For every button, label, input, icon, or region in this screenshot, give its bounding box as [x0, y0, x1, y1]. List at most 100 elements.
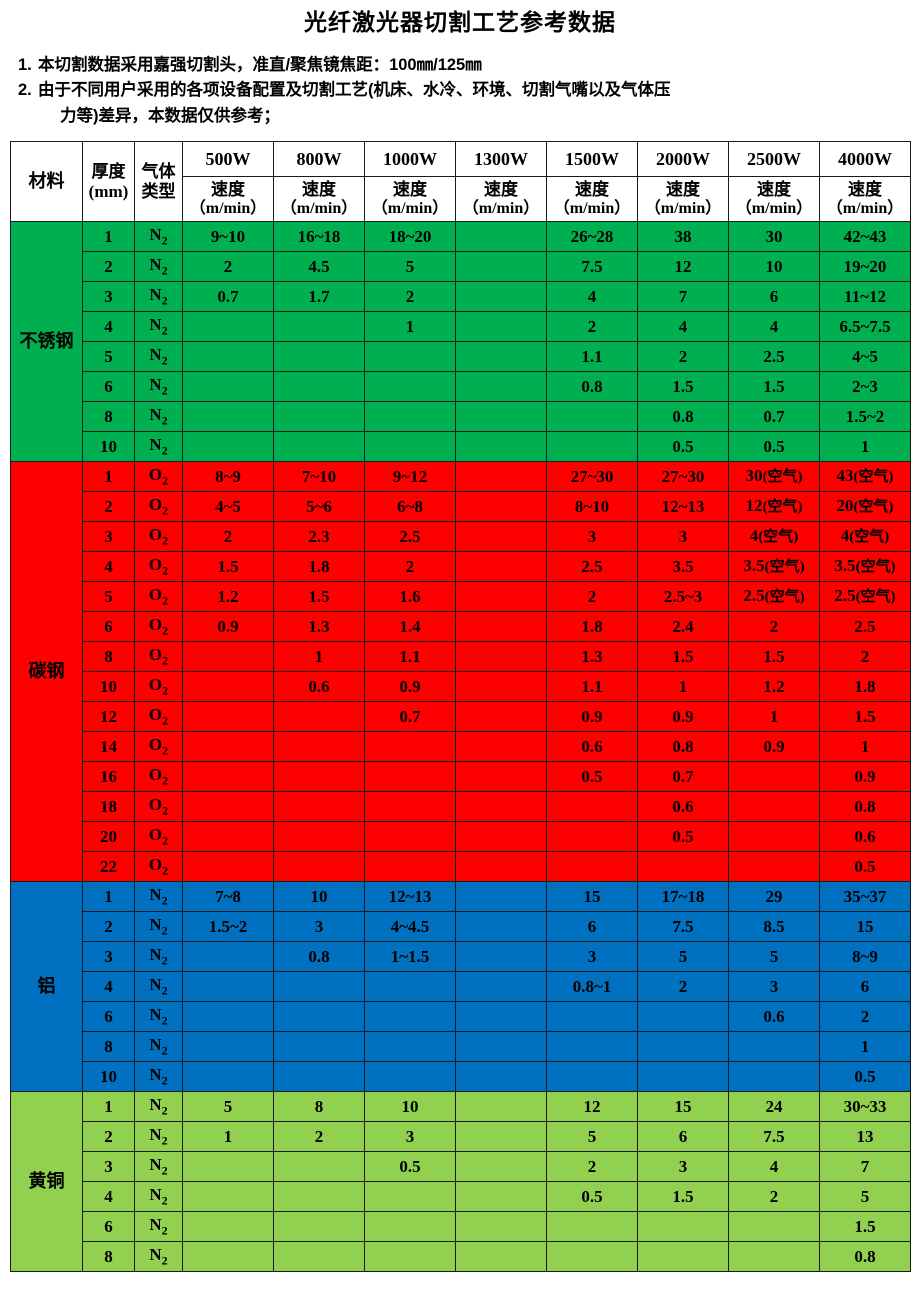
thickness-cell: 14: [82, 731, 135, 763]
speed-cell-2500w: 0.5: [728, 431, 820, 463]
speed-cell-800w: [273, 851, 365, 883]
speed-cell-1300w: [455, 401, 547, 433]
gas-type-cell: N2: [134, 1001, 183, 1033]
speed-cell-800w: [273, 401, 365, 433]
header-speed-2000w: 速度 （m/min）: [637, 176, 729, 223]
speed-cell-1300w: [455, 311, 547, 343]
speed-unit: （m/min）: [826, 199, 904, 217]
speed-cell-1300w: [455, 971, 547, 1003]
speed-cell-4000w: 43(空气): [819, 461, 911, 493]
speed-cell-500w: 1.2: [182, 581, 274, 613]
thickness-cell: 10: [82, 431, 135, 463]
note-number: 2.: [18, 81, 32, 100]
speed-cell-500w: [182, 1211, 274, 1243]
speed-cell-1500w: 26~28: [546, 221, 638, 253]
thickness-cell: 22: [82, 851, 135, 883]
air-note: (空气): [764, 589, 805, 606]
thickness-cell: 4: [82, 551, 135, 583]
speed-cell-4000w: 0.5: [819, 1061, 911, 1093]
thickness-cell: 3: [82, 521, 135, 553]
table-row: 不锈钢 1 N2 9~10 16~18 18~20 26~28 38 30 42~43: [10, 221, 911, 463]
speed-cell-1500w: 2: [546, 1151, 638, 1183]
header-speed-1300w: 速度 （m/min）: [455, 176, 547, 223]
speed-cell-2000w: 0.8: [637, 731, 729, 763]
thickness-cell: 10: [82, 671, 135, 703]
header-speed-800w: 速度 （m/min）: [273, 176, 365, 223]
speed-unit: （m/min）: [371, 199, 449, 217]
speed-cell-500w: [182, 1001, 274, 1033]
speed-cell-2000w: 0.5: [637, 431, 729, 463]
speed-cell-1000w: 1~1.5: [364, 941, 456, 973]
speed-cell-1000w: 6~8: [364, 491, 456, 523]
speed-cell-500w: 2: [182, 521, 274, 553]
header-speed-2500w: 速度 （m/min）: [728, 176, 820, 223]
thickness-cell: 18: [82, 791, 135, 823]
speed-cell-1500w: 0.9: [546, 701, 638, 733]
speed-cell-1300w: [455, 551, 547, 583]
speed-cell-500w: [182, 701, 274, 733]
speed-cell-1000w: 1: [364, 311, 456, 343]
speed-cell-1300w: [455, 821, 547, 853]
speed-cell-4000w: 19~20: [819, 251, 911, 283]
header-thickness-line1: 厚度: [91, 161, 126, 181]
speed-cell-1500w: [546, 1031, 638, 1063]
speed-cell-2500w: 1.2: [728, 671, 820, 703]
gas-type-cell: N2: [134, 1181, 183, 1213]
thickness-cell: 20: [82, 821, 135, 853]
header-speed-500w: 速度 （m/min）: [182, 176, 274, 223]
header-power-1500w: 1500W: [546, 141, 638, 178]
speed-cell-500w: 4~5: [182, 491, 274, 523]
speed-cell-2000w: 12: [637, 251, 729, 283]
speed-cell-4000w: 0.6: [819, 821, 911, 853]
gas-type-cell: O2: [134, 821, 183, 853]
table-row: 碳钢 1 O2 8~9 7~10 9~12 27~30 27~30 30(空气) 43(空气): [10, 461, 911, 883]
speed-cell-1500w: 2.5: [546, 551, 638, 583]
speed-cell-4000w: 42~43: [819, 221, 911, 253]
speed-cell-1300w: [455, 581, 547, 613]
speed-label: 速度: [211, 179, 245, 199]
speed-cell-2500w: 7.5: [728, 1121, 820, 1153]
speed-cell-1500w: 12: [546, 1091, 638, 1123]
table-row: 14 O2 0.6 0.8 0.9 1: [10, 731, 911, 763]
speed-cell-1300w: [455, 791, 547, 823]
header-power-2000w: 2000W: [637, 141, 729, 178]
speed-cell-1500w: [546, 851, 638, 883]
speed-cell-1000w: 2: [364, 281, 456, 313]
speed-cell-800w: [273, 341, 365, 373]
table-row: 6 N2 1.5: [10, 1211, 911, 1243]
speed-cell-800w: 16~18: [273, 221, 365, 253]
speed-cell-800w: 2: [273, 1121, 365, 1153]
speed-cell-1000w: [364, 401, 456, 433]
speed-cell-1300w: [455, 1001, 547, 1033]
gas-type-cell: N2: [134, 281, 183, 313]
air-note: (空气): [855, 559, 896, 576]
speed-cell-2000w: 2.4: [637, 611, 729, 643]
speed-cell-2000w: [637, 1001, 729, 1033]
speed-cell-2000w: 2: [637, 341, 729, 373]
speed-cell-1300w: [455, 371, 547, 403]
speed-cell-1500w: 27~30: [546, 461, 638, 493]
speed-cell-500w: [182, 1151, 274, 1183]
gas-type-cell: N2: [134, 221, 183, 253]
speed-cell-1500w: [546, 821, 638, 853]
speed-cell-1000w: 1.4: [364, 611, 456, 643]
speed-cell-2000w: 0.5: [637, 821, 729, 853]
speed-cell-800w: [273, 1001, 365, 1033]
speed-cell-1500w: 1.3: [546, 641, 638, 673]
speed-cell-4000w: 0.5: [819, 851, 911, 883]
speed-cell-500w: [182, 1061, 274, 1093]
speed-cell-4000w: 1.5~2: [819, 401, 911, 433]
air-note: (空气): [855, 589, 896, 606]
speed-cell-1500w: 15: [546, 881, 638, 913]
speed-cell-800w: 8: [273, 1091, 365, 1123]
table-row: 4 N2 0.8~1 2 3 6: [10, 971, 911, 1003]
speed-cell-4000w: 13: [819, 1121, 911, 1153]
header-gas-line2: 类型: [141, 181, 176, 201]
gas-type-cell: N2: [134, 431, 183, 463]
speed-cell-2500w: 5: [728, 941, 820, 973]
speed-cell-2000w: 7.5: [637, 911, 729, 943]
speed-cell-4000w: 1.5: [819, 701, 911, 733]
speed-cell-1000w: [364, 341, 456, 373]
header-speed-1000w: 速度 （m/min）: [364, 176, 456, 223]
speed-cell-2500w: [728, 1031, 820, 1063]
